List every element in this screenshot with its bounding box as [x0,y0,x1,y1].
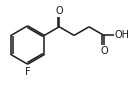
Text: O: O [55,6,63,16]
Text: OH: OH [114,30,129,40]
Text: O: O [100,46,108,56]
Text: F: F [25,67,30,77]
